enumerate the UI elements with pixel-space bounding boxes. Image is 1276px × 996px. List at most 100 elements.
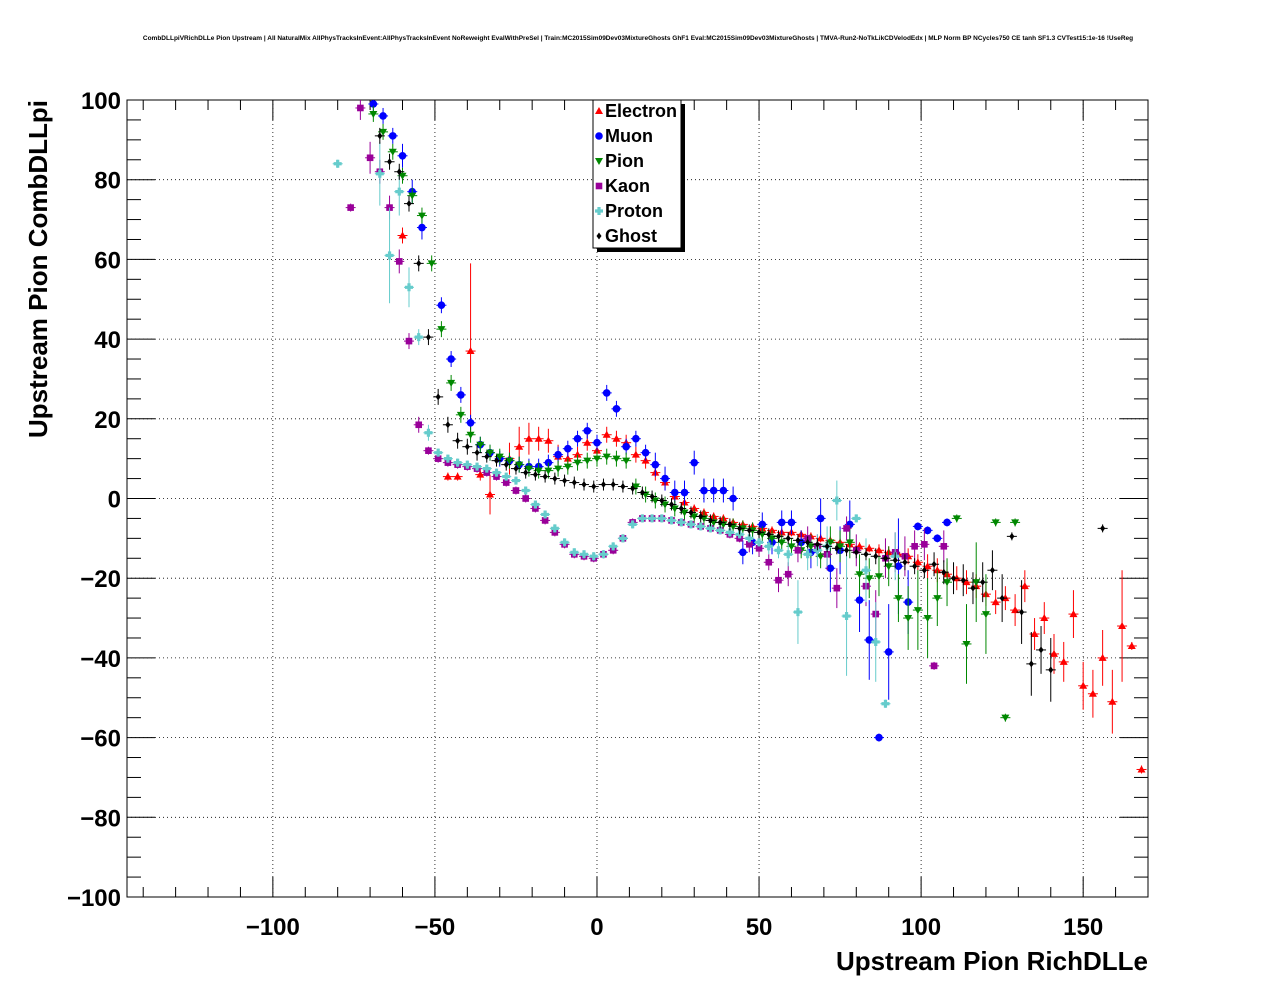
pion-point [951, 514, 962, 523]
muon-point [378, 107, 389, 124]
ghost-point [579, 478, 590, 491]
proton-marker [706, 524, 715, 533]
ghost-marker [562, 477, 568, 485]
ghost-point [559, 474, 570, 487]
electron-point [1097, 630, 1108, 686]
kaon-point [938, 530, 949, 563]
muon-marker [787, 518, 796, 527]
legend-label-proton: Proton [605, 201, 663, 221]
muon-point [630, 430, 641, 447]
muon-point [883, 604, 894, 700]
electron-point [1058, 641, 1069, 682]
ghost-point [754, 526, 765, 539]
muon-marker [914, 522, 922, 531]
proton-point [851, 514, 862, 523]
proton-marker [657, 514, 666, 523]
proton-point [783, 542, 794, 567]
kaon-marker [434, 455, 442, 462]
legend-label-muon: Muon [605, 126, 653, 146]
muon-marker [923, 526, 932, 535]
pion-marker [904, 615, 913, 623]
muon-marker [593, 438, 601, 447]
ghost-marker [882, 554, 888, 562]
y-tick-label: 40 [94, 327, 121, 354]
ghost-marker [912, 562, 918, 570]
ghost-point [870, 548, 881, 565]
legend-marker-electron [595, 107, 603, 114]
electron-marker [443, 472, 452, 480]
muon-point [621, 438, 632, 455]
ghost-point [423, 329, 434, 346]
proton-point [627, 520, 638, 529]
electron-marker [1127, 641, 1136, 649]
electron-marker [768, 526, 777, 534]
kaon-marker [843, 525, 850, 532]
kaon-point [773, 568, 784, 593]
proton-point [841, 556, 852, 676]
muon-marker [573, 434, 582, 443]
muon-point [455, 386, 466, 403]
y-tick-label: 100 [81, 88, 121, 115]
ghost-point [1045, 637, 1056, 702]
ghost-marker [999, 594, 1005, 602]
electron-marker [1098, 653, 1107, 661]
proton-point [831, 480, 842, 521]
muon-point [553, 446, 564, 463]
proton-point [754, 538, 765, 547]
ghost-marker [951, 574, 957, 582]
ghost-marker [377, 132, 383, 140]
pion-point [873, 556, 884, 597]
ghost-point [617, 480, 628, 493]
ghost-point [948, 562, 959, 595]
pion-point [854, 554, 865, 595]
muon-point [786, 510, 797, 535]
ghost-point [997, 574, 1008, 623]
pion-marker [427, 260, 436, 268]
kaon-marker [502, 479, 510, 486]
muon-marker [739, 548, 747, 557]
electron-marker [1088, 689, 1097, 697]
ghost-marker [902, 558, 908, 566]
ghost-marker [873, 552, 879, 560]
ghost-marker [688, 508, 694, 516]
ghost-point [1006, 532, 1017, 541]
kaon-marker [522, 495, 529, 502]
muon-marker [418, 223, 426, 232]
ghost-point [588, 480, 599, 493]
ghost-marker [756, 528, 762, 536]
muon-point [718, 478, 729, 503]
kaon-marker [921, 541, 928, 548]
proton-marker [550, 524, 559, 533]
ghost-point [929, 552, 940, 577]
pion-marker [573, 459, 582, 467]
proton-marker [443, 454, 452, 463]
proton-marker [803, 550, 812, 559]
pion-point [1000, 713, 1011, 722]
proton-marker [463, 460, 472, 469]
electron-point [397, 227, 408, 244]
electron-point [1078, 661, 1089, 710]
pion-marker [651, 497, 660, 505]
pion-marker [923, 615, 932, 623]
ghost-marker [795, 536, 801, 544]
legend-marker-kaon [595, 182, 603, 190]
proton-marker [570, 548, 579, 557]
ghost-point [822, 540, 833, 553]
kaon-marker [395, 258, 403, 265]
kaon-point [763, 554, 774, 571]
electron-marker [1030, 629, 1039, 637]
pion-point [416, 207, 427, 224]
proton-point [510, 476, 521, 485]
proton-marker [667, 516, 676, 525]
ghost-point [384, 153, 395, 170]
ghost-marker [746, 526, 752, 534]
proton-marker [774, 546, 783, 555]
proton-marker [842, 612, 851, 621]
axes: −100 −50 0 50 100 150 −100 −80 −60 −40 −20 0 20 40 60 8… [67, 88, 1149, 941]
pion-marker [894, 595, 903, 603]
pion-marker [845, 539, 854, 547]
chart-title: CombDLLpiVRichDLLe Pion Upstream | All N… [142, 35, 1134, 42]
pion-marker [583, 457, 592, 465]
x-tick-label: −50 [415, 914, 456, 941]
muon-point [737, 540, 748, 565]
